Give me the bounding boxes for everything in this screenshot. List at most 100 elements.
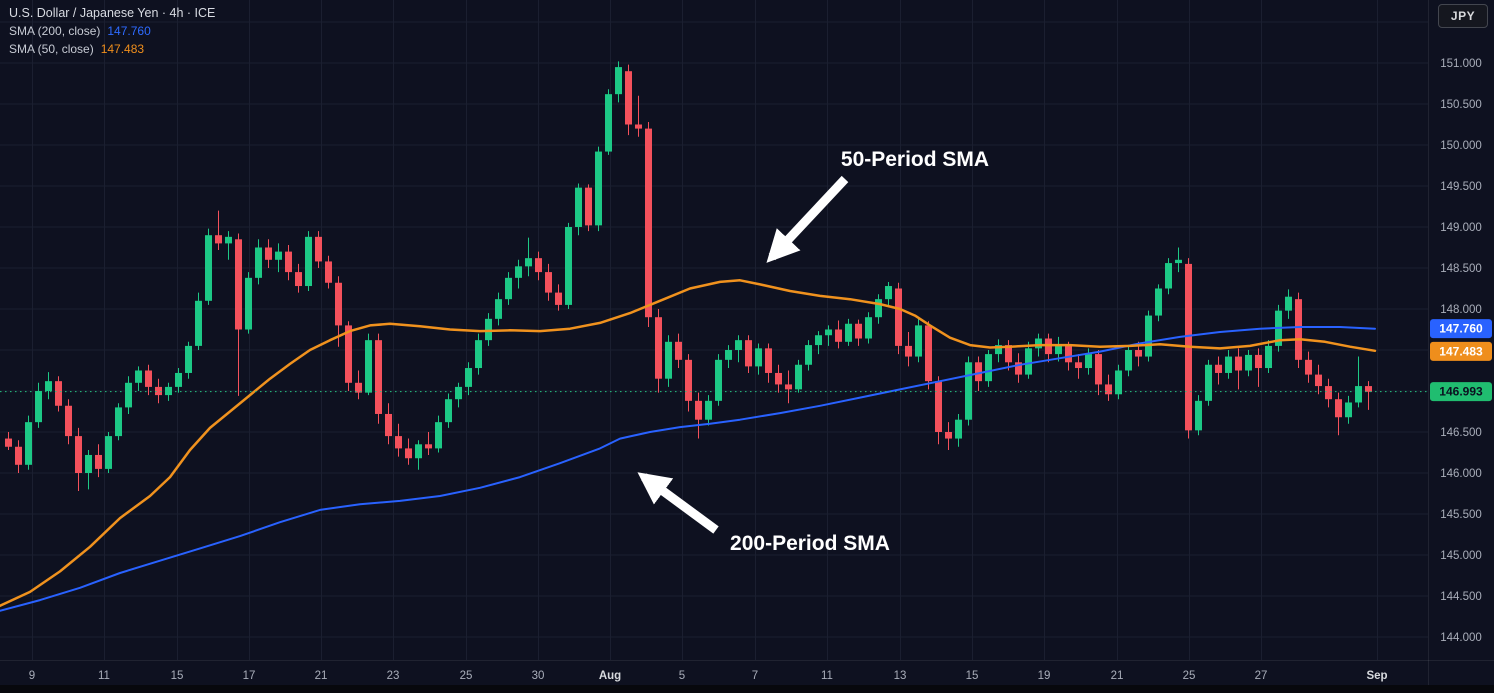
candle[interactable] [315, 231, 322, 268]
candle[interactable] [365, 333, 372, 396]
candle[interactable] [435, 415, 442, 453]
candle[interactable] [135, 366, 142, 391]
candle[interactable] [925, 321, 932, 390]
candle[interactable] [805, 340, 812, 371]
candle[interactable] [1315, 364, 1322, 395]
candle[interactable] [985, 350, 992, 387]
candle[interactable] [45, 372, 52, 400]
candle[interactable] [645, 122, 652, 328]
candle[interactable] [965, 356, 972, 426]
candle[interactable] [85, 450, 92, 490]
candle[interactable] [815, 331, 822, 355]
candle[interactable] [755, 343, 762, 375]
annotation-sma50[interactable]: 50-Period SMA [766, 148, 989, 263]
candle[interactable] [1295, 292, 1302, 369]
candle[interactable] [1265, 340, 1272, 373]
symbol-title[interactable]: U.S. Dollar / Japanese Yen · 4h · ICE [9, 6, 216, 20]
candle[interactable] [445, 393, 452, 428]
candle[interactable] [185, 341, 192, 379]
candle[interactable] [1365, 381, 1372, 410]
candle[interactable] [1175, 247, 1182, 273]
candle[interactable] [65, 399, 72, 445]
candle[interactable] [115, 403, 122, 441]
candle[interactable] [1005, 340, 1012, 371]
annotation-label[interactable]: 200-Period SMA [730, 532, 890, 555]
candle[interactable] [145, 364, 152, 396]
candle[interactable] [785, 370, 792, 404]
candle[interactable] [1345, 395, 1352, 424]
sma-50-line-layer[interactable] [0, 279, 1377, 608]
candle[interactable] [745, 335, 752, 373]
candle[interactable] [165, 382, 172, 401]
candle[interactable] [885, 281, 892, 308]
candle[interactable] [375, 333, 382, 424]
candle[interactable] [725, 345, 732, 369]
candle[interactable] [1325, 378, 1332, 408]
candle[interactable] [475, 333, 482, 375]
candle[interactable] [615, 61, 622, 103]
time-axis[interactable]: 9 11 15 17 21 23 25 30 Aug 5 7 11 13 15 19 21 25 27 Sep [29, 670, 1388, 682]
candle[interactable] [1025, 341, 1032, 379]
candle[interactable] [35, 382, 42, 428]
candle[interactable] [935, 376, 942, 445]
candle[interactable] [455, 382, 462, 408]
candle[interactable] [1145, 310, 1152, 362]
candle[interactable] [545, 263, 552, 301]
sma-50-line[interactable] [0, 279, 1377, 608]
candle[interactable] [585, 184, 592, 232]
candle[interactable] [415, 440, 422, 470]
candle[interactable] [675, 333, 682, 369]
candle[interactable] [945, 422, 952, 451]
candle[interactable] [155, 378, 162, 404]
candle[interactable] [465, 362, 472, 396]
candle[interactable] [735, 335, 742, 363]
candle[interactable] [795, 359, 802, 393]
candle[interactable] [1225, 350, 1232, 379]
candle[interactable] [5, 432, 12, 451]
candle[interactable] [1215, 356, 1222, 385]
candle[interactable] [825, 325, 832, 346]
candle[interactable] [275, 243, 282, 273]
candle[interactable] [665, 335, 672, 387]
candle[interactable] [405, 438, 412, 465]
candle[interactable] [385, 403, 392, 445]
candle[interactable] [1125, 345, 1132, 377]
sma-200-line-layer[interactable] [0, 326, 1376, 612]
candle[interactable] [875, 294, 882, 324]
candle[interactable] [225, 231, 232, 260]
candle[interactable] [1185, 258, 1192, 439]
indicator-row-sma50[interactable]: SMA (50, close) 147.483 [9, 41, 215, 58]
candle[interactable] [355, 370, 362, 400]
candle[interactable] [55, 376, 62, 412]
candle[interactable] [715, 354, 722, 406]
candle[interactable] [655, 309, 662, 393]
candle[interactable] [495, 292, 502, 326]
candle[interactable] [555, 284, 562, 311]
annotation-label[interactable]: 50-Period SMA [841, 148, 989, 171]
candle[interactable] [485, 313, 492, 346]
candle[interactable] [505, 272, 512, 305]
candle[interactable] [1115, 364, 1122, 400]
candle[interactable] [1335, 392, 1342, 436]
annotations[interactable]: 50-Period SMA 200-Period SMA [637, 148, 989, 555]
candle[interactable] [195, 292, 202, 350]
candle[interactable] [685, 354, 692, 412]
indicator-row-sma200[interactable]: SMA (200, close) 147.760 [9, 23, 215, 40]
candle[interactable] [865, 312, 872, 344]
candle[interactable] [775, 364, 782, 393]
candle[interactable] [1305, 351, 1312, 383]
candle[interactable] [205, 228, 212, 305]
candle[interactable] [1095, 350, 1102, 396]
candle[interactable] [1015, 353, 1022, 383]
candle[interactable] [995, 339, 1002, 363]
candle[interactable] [835, 320, 842, 349]
candle[interactable] [285, 245, 292, 281]
candle[interactable] [915, 318, 922, 363]
candle[interactable] [1195, 395, 1202, 436]
currency-button-jpy[interactable]: JPY [1438, 4, 1488, 28]
candle[interactable] [1245, 350, 1252, 377]
candles-layer[interactable] [5, 61, 1372, 492]
candle[interactable] [105, 432, 112, 473]
candle[interactable] [695, 392, 702, 439]
candle[interactable] [635, 95, 642, 137]
